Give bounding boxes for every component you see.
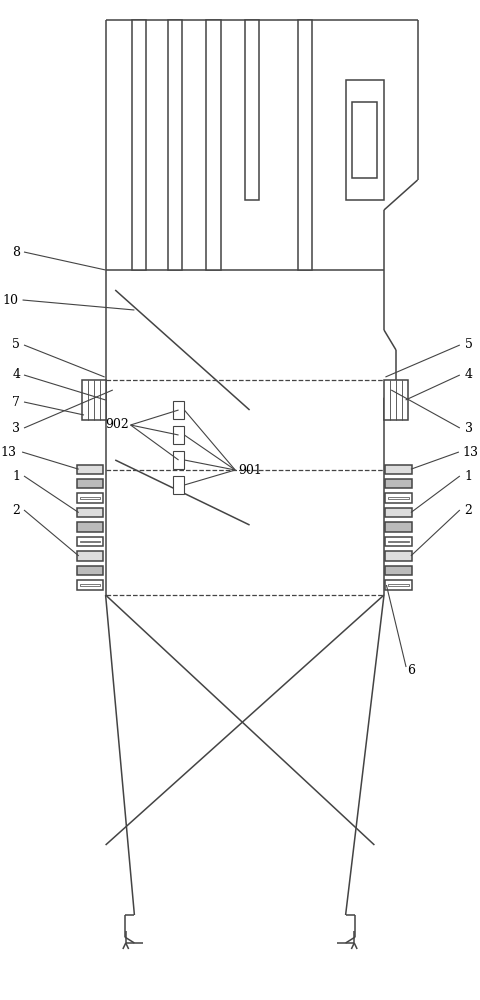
Bar bbox=[168, 20, 182, 270]
Text: 3: 3 bbox=[12, 422, 20, 434]
Bar bbox=[77, 493, 103, 503]
Bar bbox=[384, 380, 408, 420]
Text: 2: 2 bbox=[12, 504, 20, 516]
Text: 6: 6 bbox=[407, 664, 415, 676]
Bar bbox=[385, 566, 412, 575]
Bar bbox=[346, 80, 384, 200]
Bar bbox=[173, 401, 184, 419]
Bar bbox=[173, 451, 184, 469]
Text: 3: 3 bbox=[465, 422, 473, 434]
Bar bbox=[385, 493, 412, 503]
Bar bbox=[388, 541, 409, 542]
Text: 8: 8 bbox=[12, 245, 20, 258]
Bar bbox=[173, 476, 184, 494]
Bar bbox=[206, 20, 221, 270]
Bar bbox=[77, 537, 103, 546]
Bar bbox=[77, 479, 103, 488]
Bar bbox=[385, 551, 412, 561]
Text: 13: 13 bbox=[0, 446, 16, 458]
Text: 901: 901 bbox=[239, 464, 263, 477]
Text: 4: 4 bbox=[465, 368, 473, 381]
Bar bbox=[77, 551, 103, 561]
Bar bbox=[80, 584, 100, 585]
Bar bbox=[80, 541, 100, 542]
Bar bbox=[385, 537, 412, 546]
Bar bbox=[385, 508, 412, 517]
Bar bbox=[77, 566, 103, 575]
Bar bbox=[385, 522, 412, 532]
Bar bbox=[385, 479, 412, 488]
Text: 1: 1 bbox=[465, 470, 473, 483]
Bar bbox=[77, 522, 103, 532]
Text: 2: 2 bbox=[465, 504, 472, 516]
Bar bbox=[298, 20, 312, 270]
Text: 902: 902 bbox=[105, 418, 129, 432]
Bar bbox=[352, 102, 377, 178]
Bar bbox=[132, 20, 146, 270]
Text: 5: 5 bbox=[12, 338, 20, 352]
Bar bbox=[82, 380, 106, 420]
Bar bbox=[385, 464, 412, 474]
Text: 5: 5 bbox=[465, 338, 472, 352]
Bar bbox=[388, 497, 409, 499]
Bar bbox=[77, 508, 103, 517]
Bar bbox=[245, 20, 259, 200]
Bar bbox=[385, 580, 412, 589]
Text: 7: 7 bbox=[12, 395, 20, 408]
Text: 1: 1 bbox=[12, 470, 20, 483]
Text: 4: 4 bbox=[12, 368, 20, 381]
Bar bbox=[388, 584, 409, 585]
Bar bbox=[77, 580, 103, 589]
Text: 13: 13 bbox=[463, 446, 479, 458]
Bar bbox=[80, 497, 100, 499]
Bar bbox=[173, 426, 184, 444]
Text: 10: 10 bbox=[2, 294, 18, 306]
Bar bbox=[77, 464, 103, 474]
